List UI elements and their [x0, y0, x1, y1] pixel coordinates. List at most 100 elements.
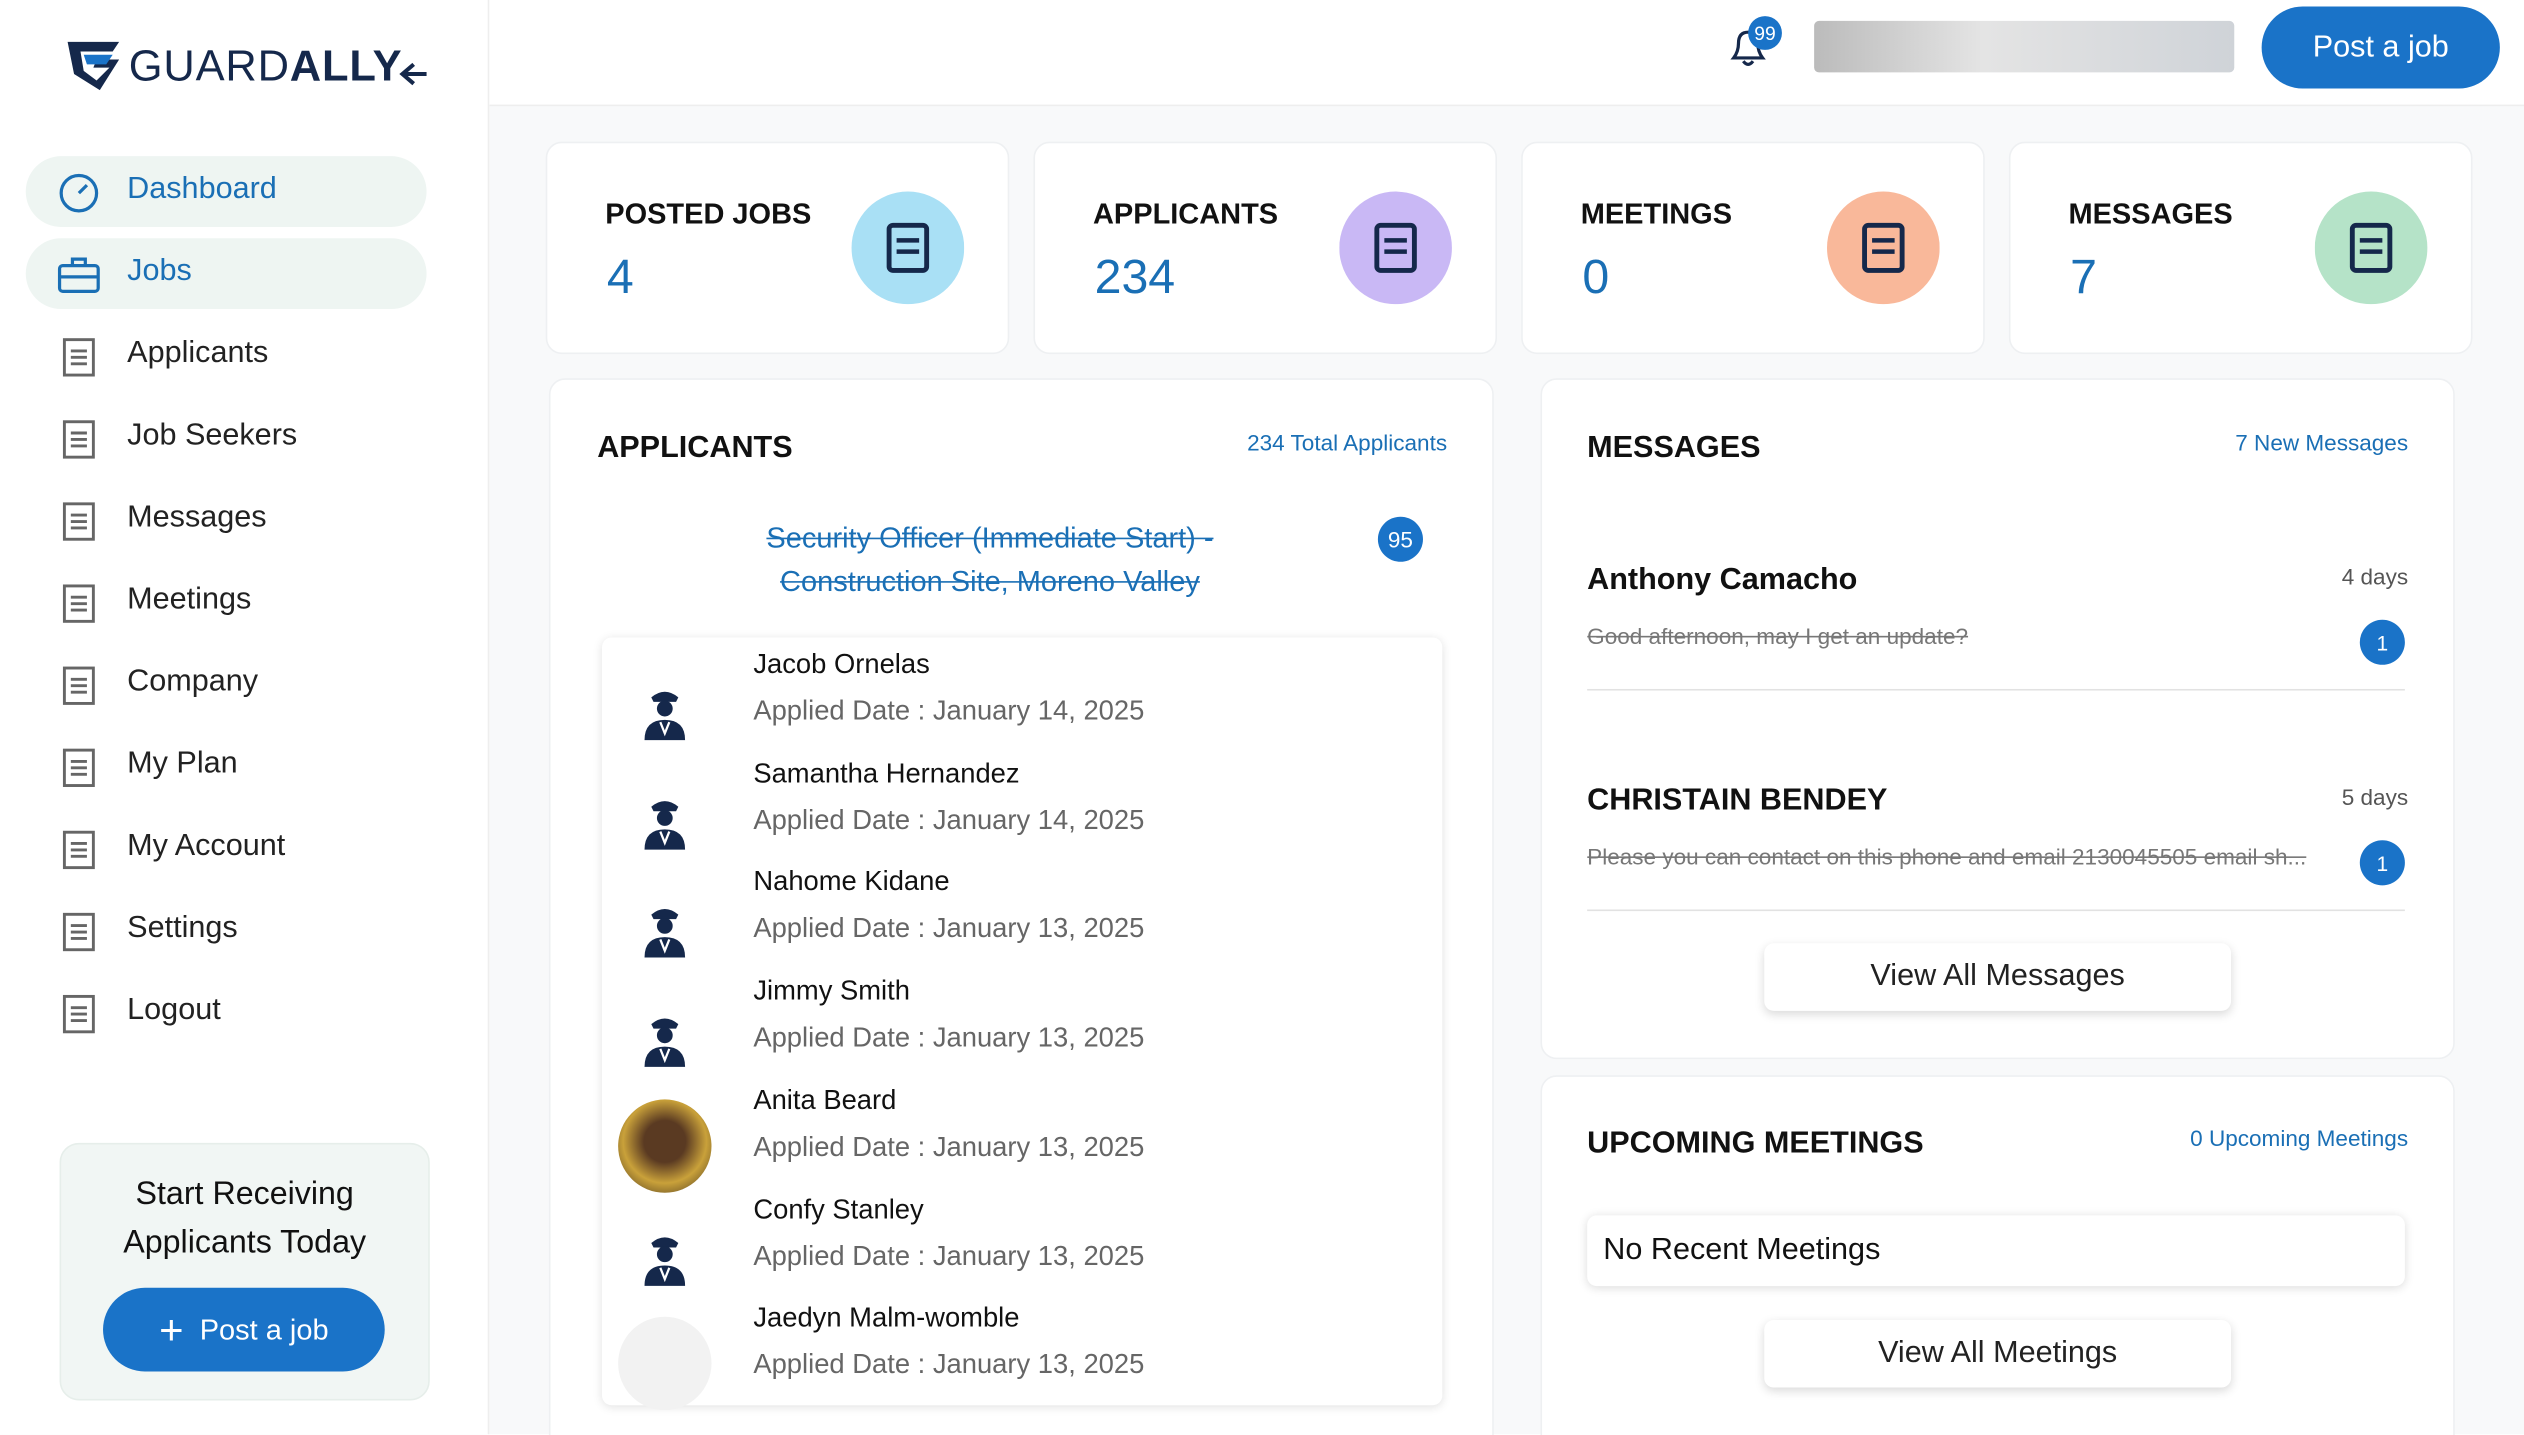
nav-icon — [55, 744, 103, 792]
promo-button[interactable]: + Post a job — [103, 1287, 385, 1372]
message-time: 4 days — [2341, 563, 2409, 590]
message-preview: Please you can contact on this phone and… — [1587, 843, 2307, 870]
nav-icon — [55, 908, 103, 956]
job-title[interactable]: Construction Site, Moreno Valley — [780, 565, 1200, 598]
panel-link[interactable]: 7 New Messages — [2235, 429, 2409, 456]
nav-item[interactable]: My Account — [127, 828, 286, 863]
nav-icon-svg — [62, 912, 95, 952]
nav-item[interactable]: My Plan — [127, 746, 238, 781]
avatar-guard-svg — [644, 800, 686, 850]
promo-line: Start Receiving — [135, 1176, 354, 1213]
nav-icon — [55, 579, 103, 627]
panel-title: APPLICANTS — [597, 431, 793, 466]
collapse-icon[interactable] — [398, 60, 430, 89]
avatar-guard-svg — [644, 909, 686, 959]
stat-icon — [851, 191, 965, 305]
promo: Start Receiving Applicants Today + Post a… — [59, 1142, 430, 1401]
avatar-guard — [631, 679, 699, 747]
divider — [1587, 909, 2405, 912]
applicant-name[interactable]: Jimmy Smith — [753, 975, 910, 1007]
avatar-guard-svg — [644, 691, 686, 741]
profile-blur[interactable] — [1814, 20, 2235, 73]
nav-item[interactable]: Jobs — [127, 254, 192, 289]
nav-icon-svg — [62, 666, 95, 705]
job-count-badge: 95 — [1377, 516, 1423, 562]
avatar-guard — [631, 1006, 699, 1074]
applicant-name[interactable]: Samantha Hernandez — [753, 757, 1020, 789]
unread-badge: 1 — [2359, 619, 2405, 665]
avatar-empty — [618, 1317, 712, 1411]
applied-date: Applied Date : January 13, 2025 — [753, 1240, 1145, 1271]
nav-icon — [55, 251, 103, 299]
panel-title: UPCOMING MEETINGS — [1587, 1126, 1924, 1161]
nav-icon — [55, 662, 103, 710]
post-job-button[interactable]: Post a job — [2261, 6, 2500, 89]
stat-icon-svg — [2314, 191, 2428, 305]
avatar-photo — [618, 1099, 712, 1193]
applicant-name[interactable]: Anita Beard — [753, 1084, 897, 1116]
avatar-guard-svg — [644, 1018, 686, 1068]
stat-value: 234 — [1094, 251, 1176, 305]
avatar-guard-svg — [644, 1236, 686, 1286]
nav-icon-svg — [62, 502, 95, 541]
empty-meetings: No Recent Meetings — [1587, 1215, 2405, 1287]
nav-icon — [55, 415, 103, 463]
stat-value: 7 — [2070, 251, 2097, 305]
panel-title: MESSAGES — [1587, 431, 1761, 466]
nav-icon-svg — [62, 748, 95, 787]
applied-date: Applied Date : January 13, 2025 — [753, 1022, 1145, 1053]
stat-value: 4 — [606, 251, 634, 305]
nav-item[interactable]: Company — [127, 664, 259, 699]
stat-label: MESSAGES — [2068, 197, 2233, 231]
nav-icon-svg — [57, 257, 100, 293]
view-meetings-button[interactable]: View All Meetings — [1764, 1319, 2232, 1388]
applied-date: Applied Date : January 13, 2025 — [753, 913, 1145, 944]
nav-icon — [55, 333, 103, 381]
nav-icon-svg — [62, 830, 95, 870]
nav-item[interactable]: Messages — [127, 500, 267, 535]
stat-card: APPLICANTS 234 — [1033, 141, 1498, 355]
stat-label: POSTED JOBS — [605, 197, 812, 231]
stat-icon-svg — [851, 191, 965, 305]
meetings-panel: UPCOMING MEETINGS 0 Upcoming Meetings No… — [1540, 1075, 2455, 1435]
notification-badge: 99 — [1748, 16, 1782, 50]
applied-date: Applied Date : January 14, 2025 — [753, 804, 1145, 835]
divider — [1587, 688, 2405, 691]
nav-icon-svg — [62, 994, 95, 1034]
stat-icon — [2314, 191, 2428, 305]
messages-panel: MESSAGES 7 New Messages Anthony Camacho 4… — [1540, 378, 2455, 1060]
message-time: 5 days — [2341, 783, 2409, 810]
sender-name[interactable]: Anthony Camacho — [1587, 563, 1858, 598]
nav-active-bg — [25, 238, 427, 310]
nav-icon — [55, 990, 103, 1038]
job-title[interactable]: Security Officer (Immediate Start) - — [766, 521, 1214, 554]
stat-icon-svg — [1827, 191, 1940, 305]
applicant-name[interactable]: Jaedyn Malm-womble — [753, 1302, 1020, 1334]
nav-icon — [55, 497, 103, 545]
panel-link[interactable]: 234 Total Applicants — [1247, 429, 1448, 456]
avatar-guard — [631, 897, 699, 965]
nav-item[interactable]: Settings — [127, 911, 238, 945]
nav-item[interactable]: Job Seekers — [127, 418, 298, 453]
applicants-panel: APPLICANTS 234 Total Applicants Security… — [548, 378, 1494, 1435]
view-messages-button[interactable]: View All Messages — [1764, 943, 2232, 1011]
stat-icon-svg — [1339, 191, 1452, 305]
nav-item[interactable]: Applicants — [127, 336, 269, 371]
nav-item[interactable]: Dashboard — [127, 172, 277, 207]
nav-item[interactable]: Logout — [127, 993, 221, 1027]
panel-link[interactable]: 0 Upcoming Meetings — [2190, 1125, 2409, 1151]
applied-date: Applied Date : January 13, 2025 — [753, 1349, 1145, 1380]
logo-icon — [67, 41, 120, 91]
unread-badge: 1 — [2359, 840, 2405, 886]
applied-date: Applied Date : January 14, 2025 — [753, 695, 1145, 726]
stat-card: POSTED JOBS 4 — [545, 141, 1010, 355]
applicant-name[interactable]: Confy Stanley — [753, 1193, 924, 1225]
nav-icon-svg — [62, 338, 95, 377]
stat-value: 0 — [1582, 251, 1610, 305]
sender-name[interactable]: CHRISTAIN BENDEY — [1587, 783, 1888, 818]
applicant-name[interactable]: Jacob Ornelas — [753, 648, 930, 680]
nav-item[interactable]: Meetings — [127, 582, 252, 617]
stat-label: APPLICANTS — [1092, 197, 1279, 231]
applicant-name[interactable]: Nahome Kidane — [753, 866, 950, 898]
